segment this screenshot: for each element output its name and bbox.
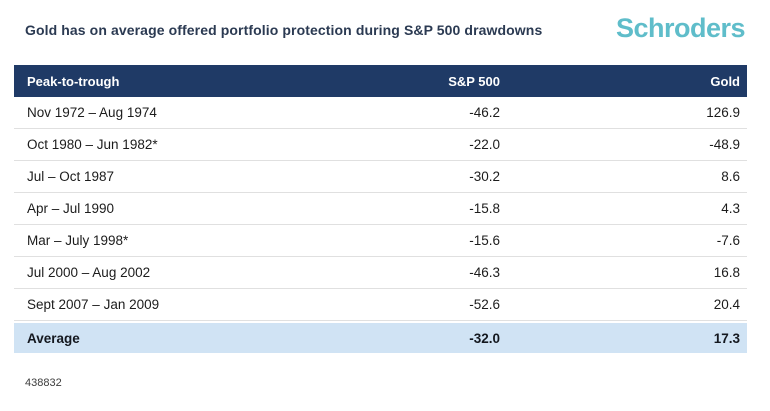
cell-average-gold: 17.3 [713, 330, 740, 346]
cell-sp500: -15.6 [469, 233, 500, 248]
schroders-logo: Schroders [615, 13, 746, 43]
column-header-gold: Gold [710, 73, 740, 89]
cell-gold: 16.8 [713, 265, 740, 280]
cell-sp500: -52.6 [469, 297, 500, 312]
cell-gold: 20.4 [713, 297, 740, 312]
cell-period: Nov 1972 – Aug 1974 [27, 105, 157, 120]
cell-gold: 8.6 [721, 169, 740, 184]
cell-period: Sept 2007 – Jan 2009 [27, 297, 160, 312]
cell-gold: 126.9 [706, 105, 740, 120]
table-row: Jul – Oct 1987 -30.2 8.6 [14, 161, 747, 193]
cell-gold: 4.3 [721, 201, 740, 216]
cell-sp500: -15.8 [469, 201, 500, 216]
cell-average-label: Average [27, 330, 80, 346]
cell-period: Jul – Oct 1987 [27, 169, 115, 184]
table-row: Nov 1972 – Aug 1974 -46.2 126.9 [14, 97, 747, 129]
table-row: Oct 1980 – Jun 1982* -22.0 -48.9 [14, 129, 747, 161]
cell-sp500: -46.3 [469, 265, 500, 280]
reference-number: 438832 [25, 377, 62, 389]
cell-average-sp500: -32.0 [469, 330, 500, 346]
cell-period: Jul 2000 – Aug 2002 [27, 265, 151, 280]
cell-period: Oct 1980 – Jun 1982* [27, 137, 158, 152]
drawdown-table: Peak-to-trough S&P 500 Gold Nov 1972 – A… [14, 65, 747, 353]
cell-gold: -7.6 [716, 233, 740, 248]
table-header-row: Peak-to-trough S&P 500 Gold [14, 65, 747, 97]
cell-period: Apr – Jul 1990 [27, 201, 115, 216]
cell-sp500: -30.2 [469, 169, 500, 184]
table-row: Mar – July 1998* -15.6 -7.6 [14, 225, 747, 257]
table-row: Jul 2000 – Aug 2002 -46.3 16.8 [14, 257, 747, 289]
cell-gold: -48.9 [709, 137, 740, 152]
column-header-sp500: S&P 500 [448, 73, 500, 89]
cell-period: Mar – July 1998* [27, 233, 129, 248]
cell-sp500: -22.0 [469, 137, 500, 152]
table-average-row: Average -32.0 17.3 [14, 323, 747, 353]
page-title: Gold has on average offered portfolio pr… [25, 22, 543, 38]
table-row: Sept 2007 – Jan 2009 -52.6 20.4 [14, 289, 747, 321]
cell-sp500: -46.2 [469, 105, 500, 120]
table-row: Apr – Jul 1990 -15.8 4.3 [14, 193, 747, 225]
column-header-peak-to-trough: Peak-to-trough [27, 73, 120, 89]
